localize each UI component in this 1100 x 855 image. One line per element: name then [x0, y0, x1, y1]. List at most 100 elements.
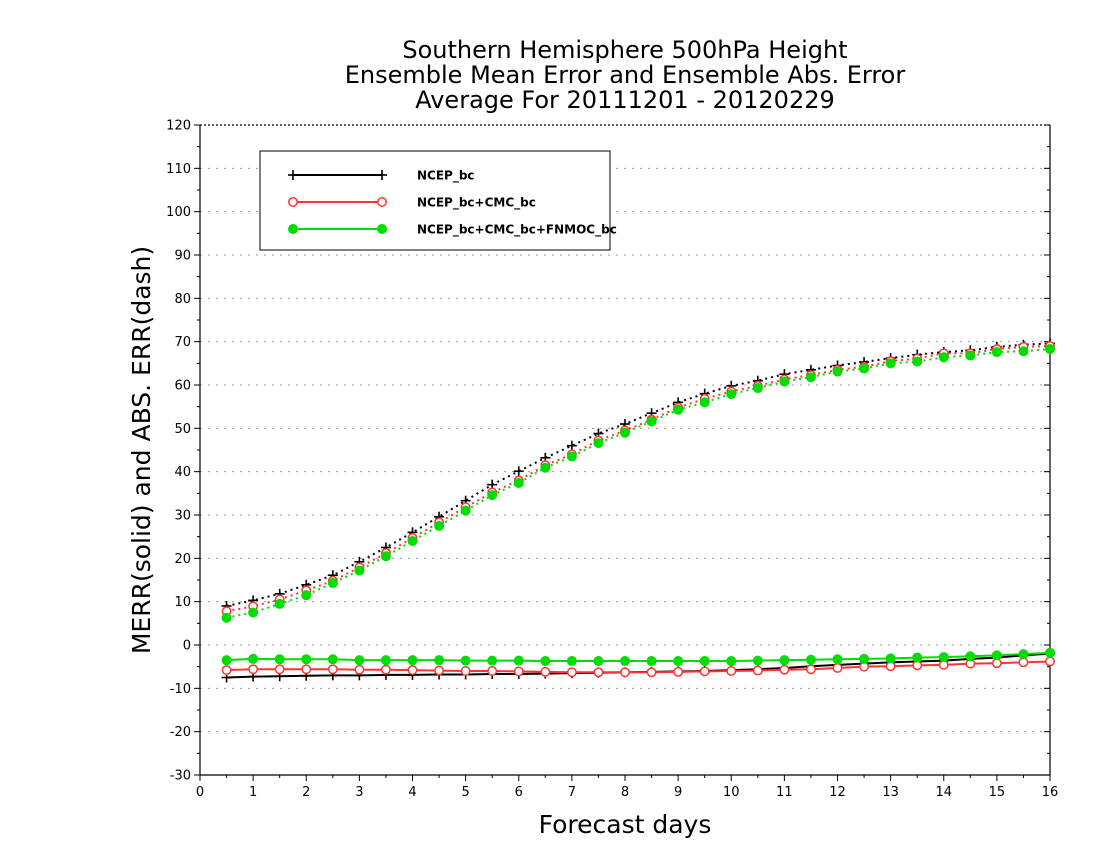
grid-lines [200, 167, 1050, 733]
abserr-point [301, 590, 312, 601]
abserr-point [487, 490, 498, 501]
abserr-point [912, 356, 923, 367]
x-tick-label-13: 13 [882, 785, 899, 800]
merr-point [593, 667, 604, 678]
abserr-point [805, 372, 816, 383]
x-tick-label-5: 5 [461, 785, 469, 800]
abserr-point [726, 389, 737, 400]
x-tick-label-2: 2 [302, 785, 310, 800]
merr-point [673, 656, 684, 667]
abserr-point [620, 427, 630, 438]
merr-point [1045, 656, 1055, 667]
merr-point [646, 667, 657, 678]
y-tick-label-40: 40 [174, 465, 191, 480]
merr-point [540, 656, 551, 667]
merr-point [540, 666, 551, 677]
merr-point [513, 655, 524, 666]
merr-point [274, 654, 285, 665]
merr-line-1 [226, 660, 1051, 674]
x-tick-label-7: 7 [568, 785, 576, 800]
merr-point [832, 663, 843, 673]
x-tick-label-4: 4 [408, 785, 416, 800]
abserr-point [380, 551, 391, 562]
abserr-point [885, 358, 896, 369]
abserr-point [752, 383, 763, 394]
x-axis-title: Forecast days [539, 810, 712, 839]
abserr-point [1045, 344, 1055, 355]
y-tick-label-100: 100 [166, 205, 191, 220]
merr-point [380, 655, 391, 666]
legend-marker-right [377, 197, 387, 207]
y-axis-title: MERR(solid) and ABS. ERR(dash) [127, 246, 156, 654]
merr-point [513, 666, 524, 677]
x-tick-label-0: 0 [196, 785, 204, 800]
legend: NCEP_bc NCEP_bc+CMC_bc NCEP_bc+CMC_bc+FNMO… [259, 150, 617, 251]
merr-point [859, 653, 870, 664]
title-line-1: Southern Hemisphere 500hPa Height [402, 36, 847, 64]
merr-point [354, 664, 365, 675]
y-tick-label--30: -30 [170, 769, 191, 784]
merr-point [779, 664, 790, 675]
merr-point [566, 667, 577, 678]
merr-point [673, 666, 684, 677]
merr-point [1018, 649, 1029, 660]
abserr-point [221, 612, 232, 623]
merr-point [646, 656, 657, 667]
abserr-point [673, 404, 684, 415]
series-layer [221, 338, 1055, 683]
merr-point [274, 664, 285, 675]
merr-point [301, 664, 312, 675]
merr-point [327, 654, 338, 665]
merr-point [885, 653, 896, 664]
legend-marker-left [288, 170, 298, 180]
merr-point [487, 655, 498, 666]
x-tick-label-6: 6 [515, 785, 523, 800]
y-tick-label--10: -10 [170, 682, 191, 697]
abserr-point [434, 520, 445, 531]
y-tick-label-120: 120 [166, 119, 191, 134]
abserr-point [354, 565, 365, 576]
x-tick-label-10: 10 [723, 785, 740, 800]
y-tick-label-10: 10 [174, 595, 191, 610]
x-tick-label-16: 16 [1042, 785, 1059, 800]
legend-marker-left [288, 197, 298, 207]
y-tick-label--20: -20 [170, 725, 191, 740]
abserr-point [832, 366, 843, 377]
x-tick-label-1: 1 [249, 785, 257, 800]
series-2 [221, 344, 1055, 667]
merr-point [912, 652, 923, 663]
merr-point [380, 664, 391, 675]
merr-point [566, 656, 577, 667]
chart-title: Southern Hemisphere 500hPa HeightEnsembl… [345, 36, 906, 114]
abserr-point [779, 376, 790, 387]
merr-point [221, 655, 232, 666]
legend-label-0: NCEP_bc [417, 169, 475, 184]
y-tick-label-50: 50 [174, 422, 191, 437]
merr-point [779, 655, 790, 666]
merr-point [752, 655, 763, 666]
merr-point [593, 656, 604, 667]
abserr-point [460, 505, 471, 516]
y-tick-label-90: 90 [174, 249, 191, 264]
merr-point [434, 655, 445, 666]
merr-point [1045, 647, 1055, 658]
merr-point [805, 664, 816, 675]
merr-point [327, 664, 338, 675]
y-tick-label-70: 70 [174, 335, 191, 350]
merr-point [938, 652, 949, 663]
merr-point [460, 655, 471, 666]
legend-label-1: NCEP_bc+CMC_bc [417, 196, 536, 211]
y-tick-label-60: 60 [174, 379, 191, 394]
merr-point [752, 665, 763, 676]
abserr-point [407, 536, 418, 546]
abserr-point [991, 347, 1002, 358]
x-tick-label-14: 14 [935, 785, 952, 800]
merr-point [434, 665, 445, 676]
abserr-point [327, 578, 338, 589]
x-tick-label-12: 12 [829, 785, 846, 800]
merr-point [699, 666, 710, 677]
x-tick-label-9: 9 [674, 785, 682, 800]
y-tick-label-30: 30 [174, 509, 191, 524]
merr-point [248, 664, 259, 675]
